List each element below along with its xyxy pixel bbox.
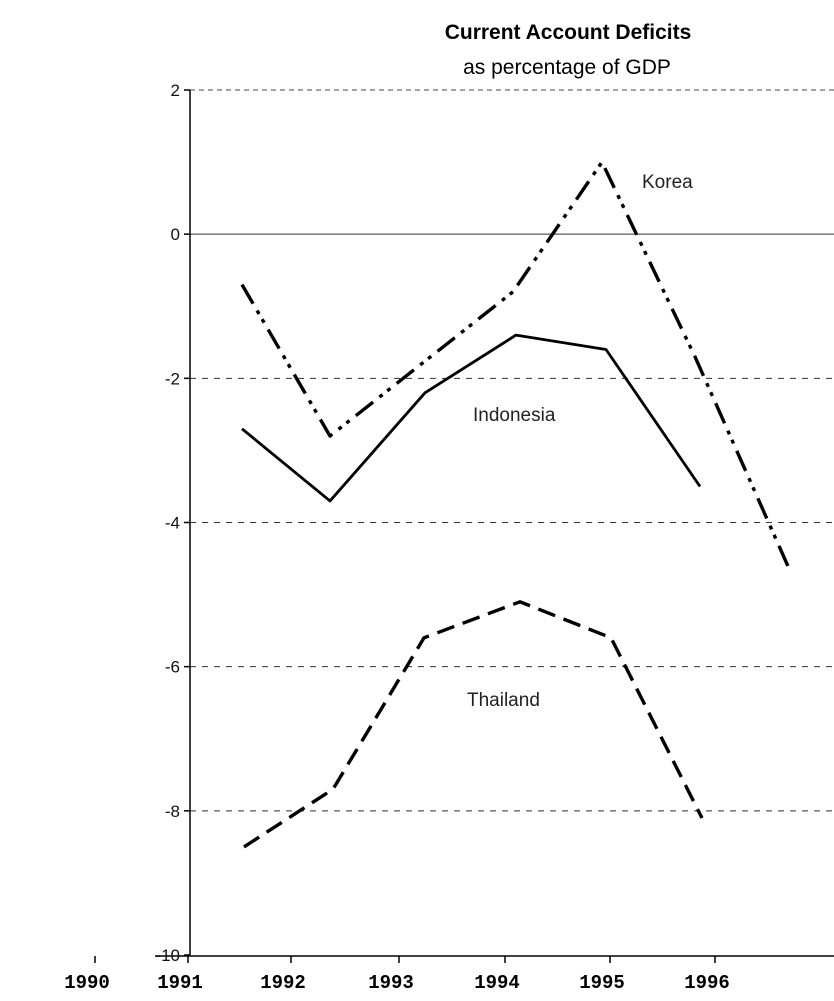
x-tick-label: 1992 [260,972,306,994]
x-axis-ticks: 1990 1991 1992 1993 1994 1995 1996 [64,956,730,994]
chart-title: Current Account Deficits [445,21,692,44]
series-lines [240,160,793,849]
y-tick-label: -4 [165,514,180,533]
y-tick-label: -2 [165,369,180,388]
x-tick-label: 1994 [474,972,520,994]
y-tick-label: -6 [165,658,180,677]
x-tick-label: 1991 [157,972,203,994]
y-tick-label: -10 [155,946,180,965]
x-tick-label: 1993 [368,972,414,994]
x-tick-label: 1996 [684,972,730,994]
y-tick-label: -8 [165,802,180,821]
series-line-korea [240,160,793,574]
x-tick-label: 1995 [579,972,625,994]
series-label-indonesia: Indonesia [473,405,556,426]
series-label-korea: Korea [642,172,693,193]
chart-subtitle: as percentage of GDP [463,56,671,79]
series-label-thailand: Thailand [467,690,540,711]
gridlines [190,89,834,812]
series-line-indonesia [241,333,702,503]
series-labels: Korea Indonesia Thailand [467,172,693,711]
series-line-thailand [243,600,704,849]
y-tick-label: 0 [171,225,180,244]
x-tick-label: 1990 [64,972,110,994]
y-axis-ticks: 2 0 -2 -4 -6 -8 -10 [155,81,190,965]
y-tick-label: 2 [171,81,180,100]
